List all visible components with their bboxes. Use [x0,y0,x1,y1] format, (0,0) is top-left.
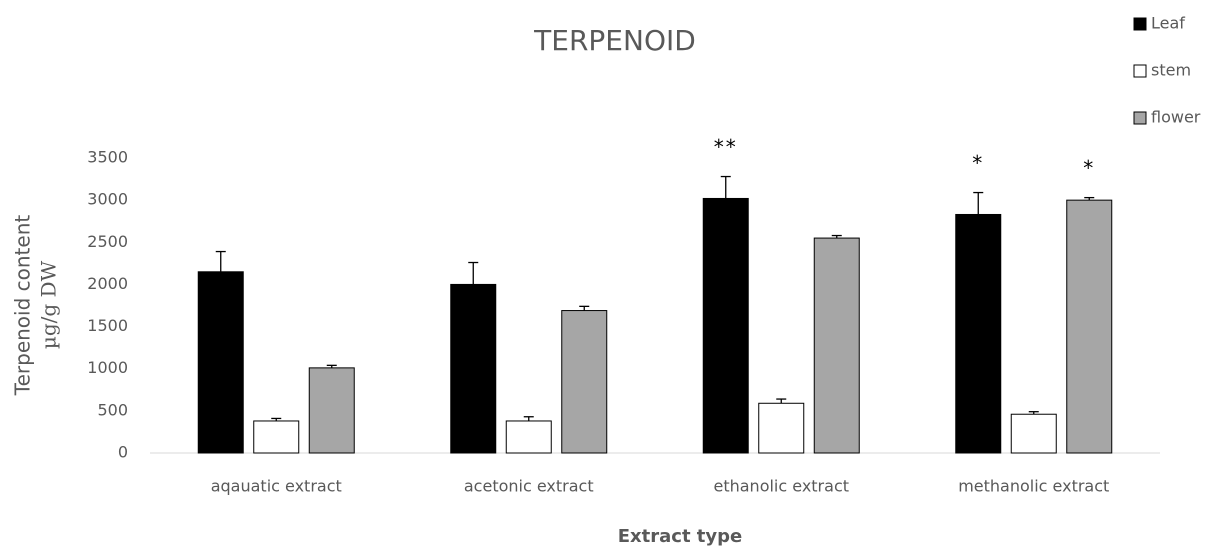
annotation: ** [714,135,738,159]
legend-label: flower [1151,108,1201,127]
annotation: * [972,151,984,175]
bar [955,213,1002,454]
y-tick-label: 3500 [87,148,128,167]
bar [561,310,608,454]
x-tick-label: methanolic extract [958,477,1109,496]
bar [450,283,497,454]
y-tick-label: 500 [97,400,128,419]
bar [702,197,749,454]
bar [813,237,860,454]
bar [505,420,552,454]
legend-label: stem [1151,61,1191,80]
x-tick-label: ethanolic extract [713,477,849,496]
y-tick-label: 1000 [87,358,128,377]
chart-title: TERPENOID [533,24,696,57]
bar [1066,199,1113,454]
bar [253,420,300,454]
x-tick-label: acetonic extract [464,477,594,496]
legend-swatch [1133,111,1147,125]
bar [308,367,355,454]
y-axis-label: Terpenoid content [11,215,35,397]
legend-swatch [1133,17,1147,31]
x-tick-label: aqauatic extract [211,477,342,496]
y-tick-label: 1500 [87,316,128,335]
legend-swatch [1133,64,1147,78]
annotation: * [1083,156,1095,180]
y-tick-label: 0 [118,443,128,462]
bar [1010,413,1057,454]
y-tick-label: 3000 [87,190,128,209]
y-tick-label: 2000 [87,274,128,293]
bar [758,402,805,454]
bar [197,271,244,454]
y-tick-label: 2500 [87,232,128,251]
x-axis-label: Extract type [618,526,743,547]
legend-label: Leaf [1151,14,1185,33]
y-axis-label: µg/g DW [37,260,61,349]
